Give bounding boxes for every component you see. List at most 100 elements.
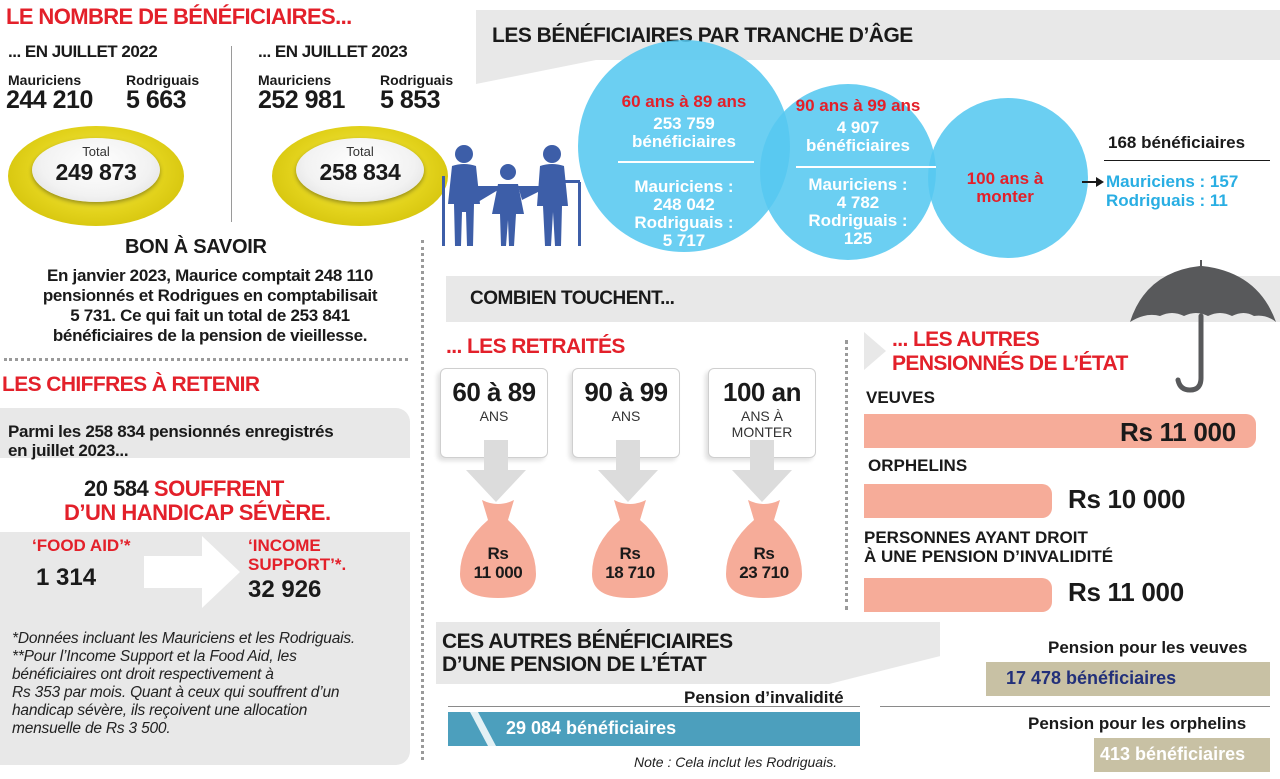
- group-100-rodriguais: Rodriguais : 11: [1106, 191, 1228, 210]
- total-2022-value: 249 873: [55, 159, 137, 185]
- autres-title-line: ... LES AUTRES: [892, 328, 1040, 351]
- pension-rule: [880, 706, 1270, 707]
- section-divider: [4, 358, 408, 361]
- card-90-99-unit: ANS: [611, 408, 641, 424]
- card-100-range: 100 an: [723, 377, 801, 407]
- group-60-89-rodriguais-label: Rodriguais :: [634, 212, 734, 232]
- arrow-right-icon: [144, 536, 240, 608]
- column-divider: [421, 240, 424, 760]
- invalidite-label-line: À UNE PENSION D’INVALIDITÉ: [864, 547, 1114, 566]
- group-90-99-range: 90 ans à 99 ans: [795, 96, 921, 115]
- bar-slash-accent: [470, 712, 496, 746]
- bag-currency: Rs: [487, 544, 509, 563]
- group-100-count: 168 bénéficiaires: [1108, 133, 1246, 152]
- autres-benef-header-band: [436, 622, 940, 684]
- autres-title: ... LES AUTRES PENSIONNÉS DE L’ÉTAT: [892, 328, 1128, 376]
- bag-currency: Rs: [619, 544, 641, 563]
- handicap-text-2: D’UN HANDICAP SÉVÈRE.: [64, 500, 331, 525]
- income-label-line: SUPPORT’*.: [248, 555, 347, 574]
- invalidite-pension-value: 29 084 bénéficiaires: [506, 718, 677, 738]
- footnote-line: Rs 353 par mois. Quant à ceux qui souffr…: [12, 684, 340, 701]
- bag-currency: Rs: [753, 544, 775, 563]
- mauriciens-2022-value: 244 210: [6, 86, 93, 114]
- total-2022-label: Total: [82, 144, 110, 159]
- mauriciens-2023-value: 252 981: [258, 86, 345, 114]
- bon-a-savoir-body: En janvier 2023, Maurice comptait 248 11…: [0, 266, 420, 346]
- bag-60-89-amount: Rs 11 000: [456, 544, 540, 582]
- handicap-text-1: SOUFFRENT: [153, 476, 284, 501]
- retraites-title: ... LES RETRAITÉS: [446, 335, 625, 358]
- age-header-band: [476, 10, 1280, 60]
- orphelins-label: ORPHELINS: [868, 456, 968, 475]
- money-bag-icon: [592, 500, 668, 598]
- rodriguais-2023-label: Rodriguais: [380, 72, 454, 88]
- bag-100-amount: Rs 23 710: [722, 544, 806, 582]
- footnote-line: bénéficiaires ont droit respectivement à: [12, 666, 274, 683]
- footnotes: *Données incluant les Mauriciens et les …: [12, 630, 355, 738]
- group-100-range: 100 ans à monter: [950, 170, 1060, 206]
- orphelins-amount: Rs 10 000: [1068, 484, 1186, 514]
- footnote-line: *Données incluant les Mauriciens et les …: [12, 630, 356, 647]
- group-60-89-mauriciens-value: 248 042: [653, 194, 715, 214]
- mauriciens-2022-label: Mauriciens: [8, 72, 82, 88]
- bag-value: 18 710: [605, 563, 655, 582]
- bon-a-savoir-line: pensionnés et Rodrigues en comptabilisai…: [42, 286, 378, 305]
- bon-a-savoir-line: 5 731. Ce qui fait un total de 253 841: [70, 306, 350, 325]
- veuves-bar: [864, 414, 1256, 448]
- down-arrow-icon: [598, 440, 658, 502]
- invalidite-pension-label: Pension d’invalidité: [684, 688, 844, 707]
- invalidite-pension-bar: [448, 712, 860, 746]
- age-section-title: LES BÉNÉFICIAIRES PAR TRANCHE D’ÂGE: [492, 24, 913, 47]
- total-2023-badge: Total 258 834: [296, 138, 424, 202]
- group-60-89-count: 253 759: [653, 113, 715, 133]
- handicap-value: 20 584: [84, 476, 149, 501]
- footnote-line: mensuelle de Rs 3 500.: [12, 720, 171, 737]
- group-90-99-mauriciens-label: Mauriciens :: [808, 175, 908, 194]
- count-section-title: LE NOMBRE DE BÉNÉFICIAIRES...: [6, 4, 352, 29]
- veuves-pension-bar: [986, 662, 1270, 696]
- group-90-99-divider: [796, 166, 936, 168]
- autres-title-line: PENSIONNÉS DE L’ÉTAT: [892, 352, 1128, 375]
- income-value: 32 926: [248, 576, 322, 603]
- income-label: ‘INCOME SUPPORT’*.: [248, 536, 346, 574]
- age-circle-90-99: [760, 84, 936, 260]
- card-100-unit-2: MONTER: [731, 424, 793, 441]
- veuves-pension-label: Pension pour les veuves: [1048, 638, 1248, 657]
- income-label-line: ‘INCOME: [248, 536, 321, 555]
- age-header-tail: [476, 60, 596, 84]
- mauriciens-2023-label: Mauriciens: [258, 72, 332, 88]
- group-100-divider: [1104, 160, 1270, 161]
- bon-a-savoir-title: BON À SAVOIR: [125, 236, 267, 258]
- family-figures-icon: [442, 145, 581, 246]
- down-arrow-icon: [732, 440, 792, 502]
- total-2023-value: 258 834: [319, 159, 401, 185]
- group-90-99-rodriguais-label: Rodriguais :: [808, 210, 908, 230]
- invalidite-bar: [864, 578, 1052, 612]
- group-100-range-line: monter: [976, 186, 1034, 206]
- group-60-89-rodriguais-value: 5 717: [662, 230, 706, 250]
- group-60-89-breakdown: Mauriciens : 248 042 Rodriguais : 5 717: [578, 178, 790, 249]
- arrow-right-icon: [1082, 177, 1104, 187]
- orphelins-pension-bar: [1094, 738, 1270, 772]
- group-60-89-text: 60 ans à 89 ans 253 759 bénéficiaires: [578, 93, 790, 151]
- bag-90-99-amount: Rs 18 710: [588, 544, 672, 582]
- group-90-99-text: 90 ans à 99 ans 4 907 bénéficiaires: [770, 97, 946, 155]
- chiffres-intro: Parmi les 258 834 pensionnés enregistrés…: [8, 422, 334, 460]
- group-100-range-line: 100 ans à: [966, 169, 1044, 188]
- money-bag-icon: [726, 500, 802, 598]
- age-circle-100: [928, 98, 1088, 258]
- bon-a-savoir-line: En janvier 2023, Maurice comptait 248 11…: [47, 266, 373, 285]
- group-60-89-count-label: bénéficiaires: [632, 131, 736, 151]
- bag-value: 11 000: [473, 563, 523, 582]
- total-2022-badge: Total 249 873: [32, 138, 160, 202]
- group-90-99-count-label: bénéficiaires: [806, 135, 910, 155]
- down-arrow-icon: [466, 440, 526, 502]
- group-90-99-rodriguais-value: 125: [843, 228, 873, 248]
- group-60-89-divider: [618, 161, 754, 163]
- orphelins-bar: [864, 484, 1052, 518]
- group-90-99-breakdown: Mauriciens : 4 782 Rodriguais : 125: [770, 176, 946, 247]
- total-2023-label: Total: [346, 144, 374, 159]
- rodriguais-2022-value: 5 663: [126, 86, 187, 114]
- chiffres-title: LES CHIFFRES À RETENIR: [2, 373, 260, 396]
- orphelins-pension-value: 413 bénéficiaires: [1100, 744, 1246, 764]
